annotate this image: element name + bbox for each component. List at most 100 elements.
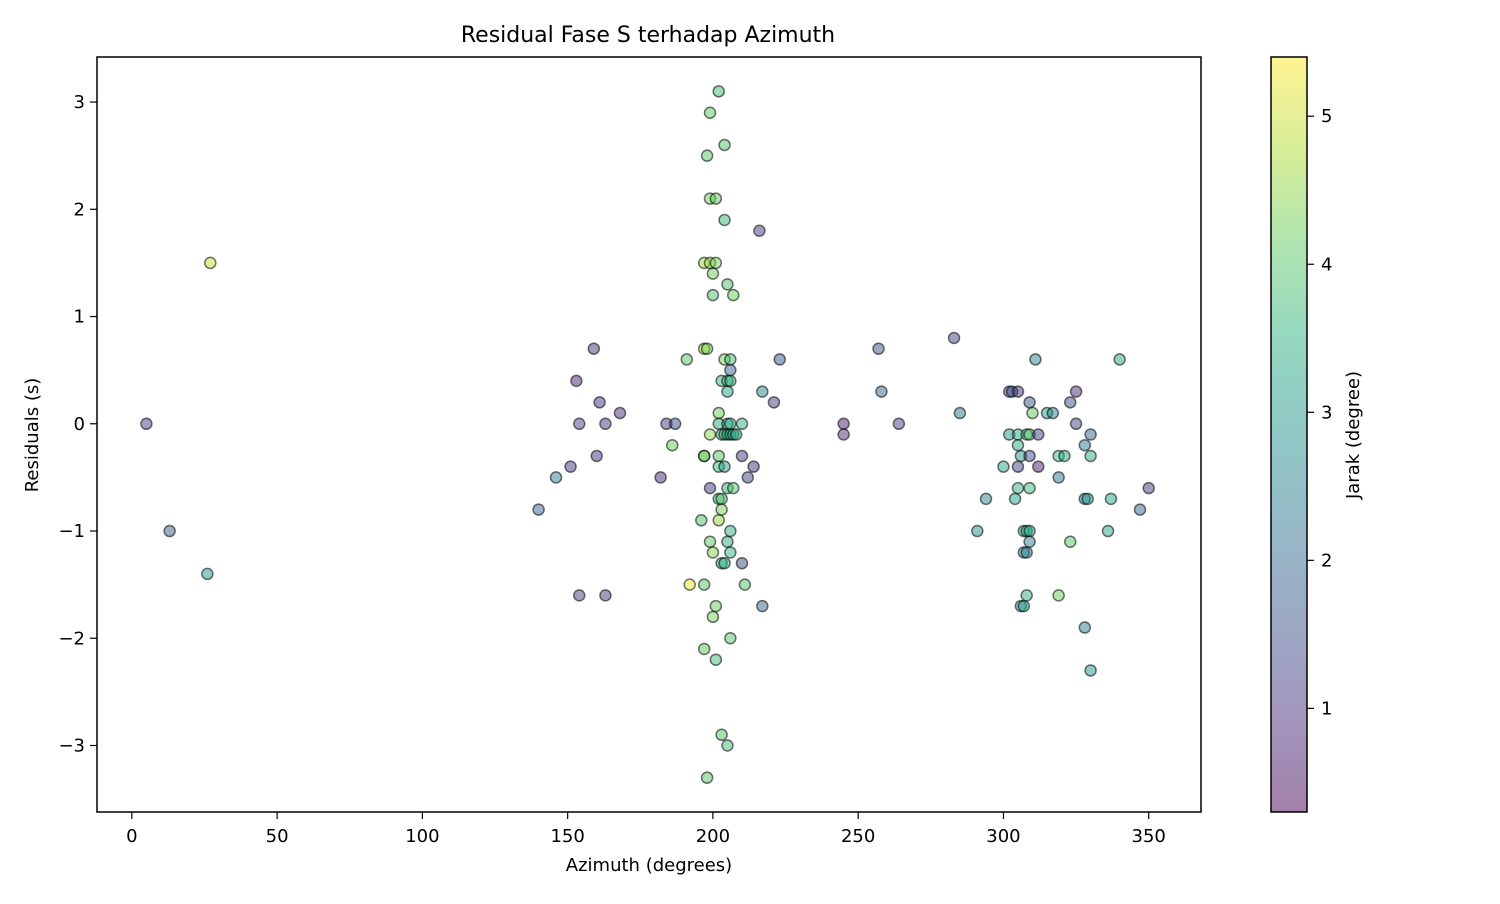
scatter-point <box>712 85 725 98</box>
scatter-point <box>947 331 961 345</box>
scatter-point <box>1020 589 1033 602</box>
scatter-point <box>756 385 769 398</box>
scatter-point <box>668 417 682 431</box>
scatter-points <box>140 85 1155 784</box>
scatter-point <box>680 353 694 366</box>
x-tick-label: 150 <box>550 826 584 847</box>
scatter-point <box>747 460 760 473</box>
x-tick-label: 50 <box>266 826 289 847</box>
scatter-point <box>700 342 714 355</box>
scatter-point <box>715 728 728 742</box>
scatter-point <box>599 417 612 431</box>
scatter-point <box>703 428 717 441</box>
scatter-point <box>706 267 720 280</box>
scatter-point <box>756 599 769 613</box>
scatter-point <box>1113 353 1126 366</box>
chart-title: Residual Fase S terhadap Azimuth <box>461 23 835 48</box>
colorbar-gradient <box>1271 57 1307 812</box>
scatter-point <box>1017 599 1031 613</box>
scatter-point <box>564 460 577 473</box>
scatter-point <box>1069 417 1083 431</box>
scatter-point <box>1069 385 1083 398</box>
scatter-point <box>1023 396 1036 409</box>
y-tick-label: −2 <box>58 628 85 649</box>
scatter-point <box>875 385 888 398</box>
scatter-point <box>718 138 731 152</box>
scatter-point <box>1081 492 1094 506</box>
scatter-point <box>971 524 984 538</box>
scatter-point <box>706 288 720 302</box>
scatter-point <box>1064 396 1077 409</box>
scatter-point <box>1011 385 1025 398</box>
scatter-point <box>724 374 737 388</box>
scatter-point <box>724 417 737 431</box>
x-axis-label: Azimuth (degrees) <box>566 855 732 876</box>
y-tick-label: 1 <box>74 307 85 328</box>
scatter-point <box>724 632 737 645</box>
y-tick-label: −1 <box>58 521 85 542</box>
scatter-point <box>727 481 740 495</box>
scatter-point <box>695 514 708 527</box>
scatter-point <box>532 503 545 516</box>
scatter-point <box>1032 428 1045 441</box>
y-axis-ticks: −3 −2 −1 0 1 2 3 <box>58 92 97 757</box>
scatter-point <box>872 342 885 355</box>
scatter-point <box>837 428 850 441</box>
scatter-point <box>1046 406 1060 420</box>
scatter-point <box>703 535 717 548</box>
scatter-point <box>593 396 606 409</box>
scatter-point <box>767 396 781 409</box>
colorbar-tick-label: 4 <box>1321 254 1332 275</box>
scatter-point <box>1020 546 1033 559</box>
y-tick-label: 2 <box>74 199 85 220</box>
x-tick-label: 200 <box>696 826 730 847</box>
scatter-point <box>1142 481 1155 495</box>
scatter-point <box>140 417 153 431</box>
scatter-point <box>718 460 731 473</box>
scatter-point <box>729 428 743 441</box>
scatter-point <box>1052 589 1065 602</box>
y-tick-label: 3 <box>74 92 85 113</box>
scatter-point <box>738 578 752 591</box>
y-axis-label: Residuals (s) <box>22 378 43 493</box>
scatter-point <box>979 492 993 506</box>
scatter-point <box>1084 664 1097 677</box>
scatter-point <box>1032 460 1045 473</box>
x-axis-ticks: 0 50 100 150 200 250 300 350 <box>126 812 1166 847</box>
scatter-point <box>1023 481 1036 495</box>
colorbar-label: Jarak (degree) <box>1343 371 1364 500</box>
scatter-point <box>953 406 967 420</box>
scatter-point <box>697 578 711 591</box>
scatter-point <box>1011 460 1025 473</box>
x-tick-label: 350 <box>1132 826 1166 847</box>
scatter-point <box>712 514 725 527</box>
scatter-point <box>718 556 731 570</box>
scatter-point <box>163 524 176 538</box>
scatter-point <box>837 417 850 431</box>
scatter-point <box>683 578 696 591</box>
scatter-point <box>721 739 734 752</box>
scatter-point <box>715 503 728 516</box>
scatter-point <box>703 481 717 495</box>
scatter-point <box>735 556 749 570</box>
colorbar-ticks: 1 2 3 4 5 <box>1307 106 1332 719</box>
scatter-point <box>1104 492 1118 506</box>
scatter-point <box>724 546 737 559</box>
scatter-point <box>613 406 627 420</box>
scatter-point <box>735 417 749 431</box>
scatter-point <box>1011 438 1025 452</box>
scatter-point <box>706 610 720 624</box>
scatter-point <box>204 256 217 270</box>
scatter-point <box>773 353 786 366</box>
x-tick-label: 250 <box>841 826 875 847</box>
scatter-point <box>706 546 720 559</box>
scatter-point <box>1052 471 1065 484</box>
scatter-point <box>697 642 711 656</box>
scatter-point <box>1058 449 1071 463</box>
scatter-point <box>1084 428 1097 441</box>
colorbar-tick-label: 5 <box>1321 106 1332 127</box>
scatter-point <box>712 449 725 463</box>
scatter-point <box>709 192 723 205</box>
scatter-point <box>1084 449 1097 463</box>
